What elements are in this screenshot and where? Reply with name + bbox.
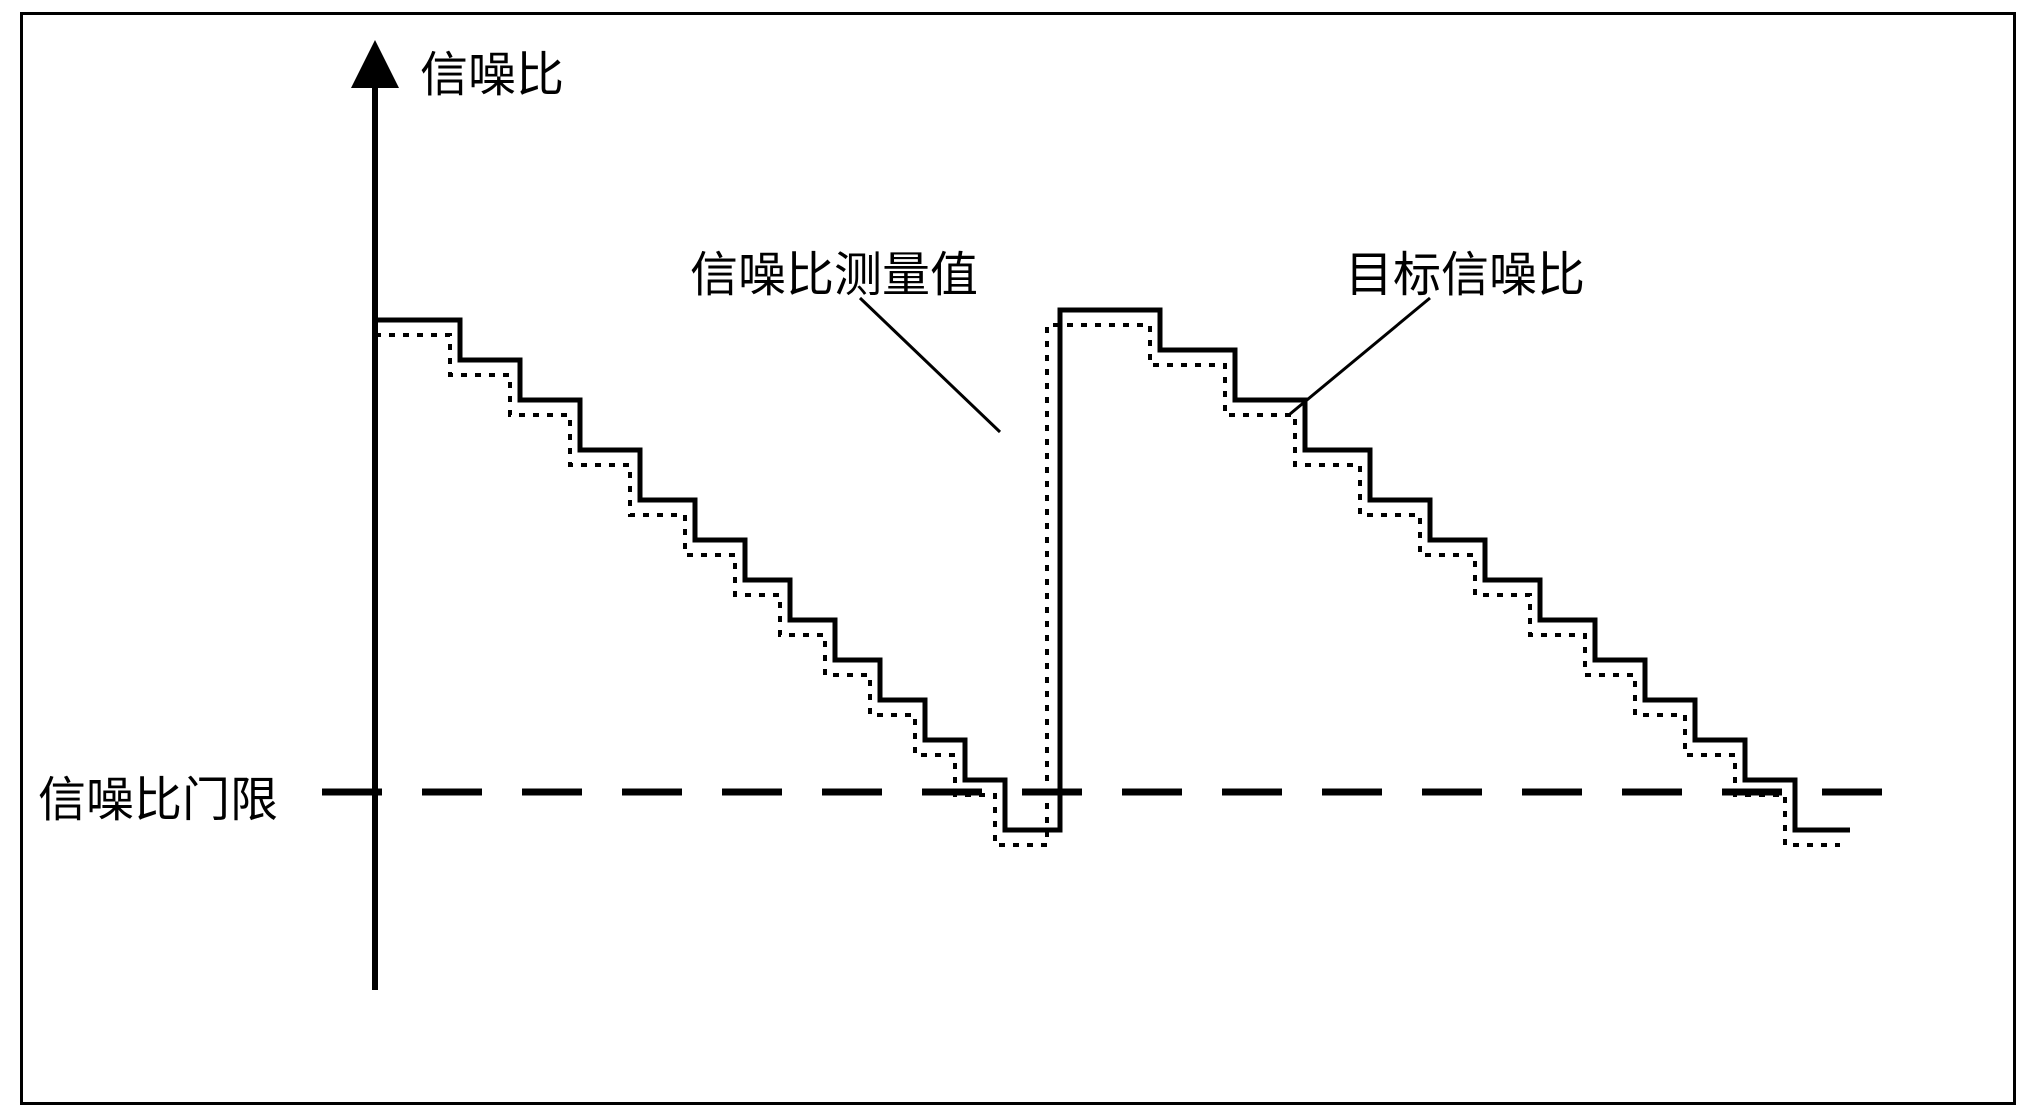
y-axis-label: 信噪比 — [420, 35, 564, 105]
chart-svg — [0, 0, 2033, 1117]
target-label: 目标信噪比 — [1345, 235, 1585, 305]
threshold-label: 信噪比门限 — [38, 760, 278, 830]
measured-label: 信噪比测量值 — [690, 235, 978, 305]
